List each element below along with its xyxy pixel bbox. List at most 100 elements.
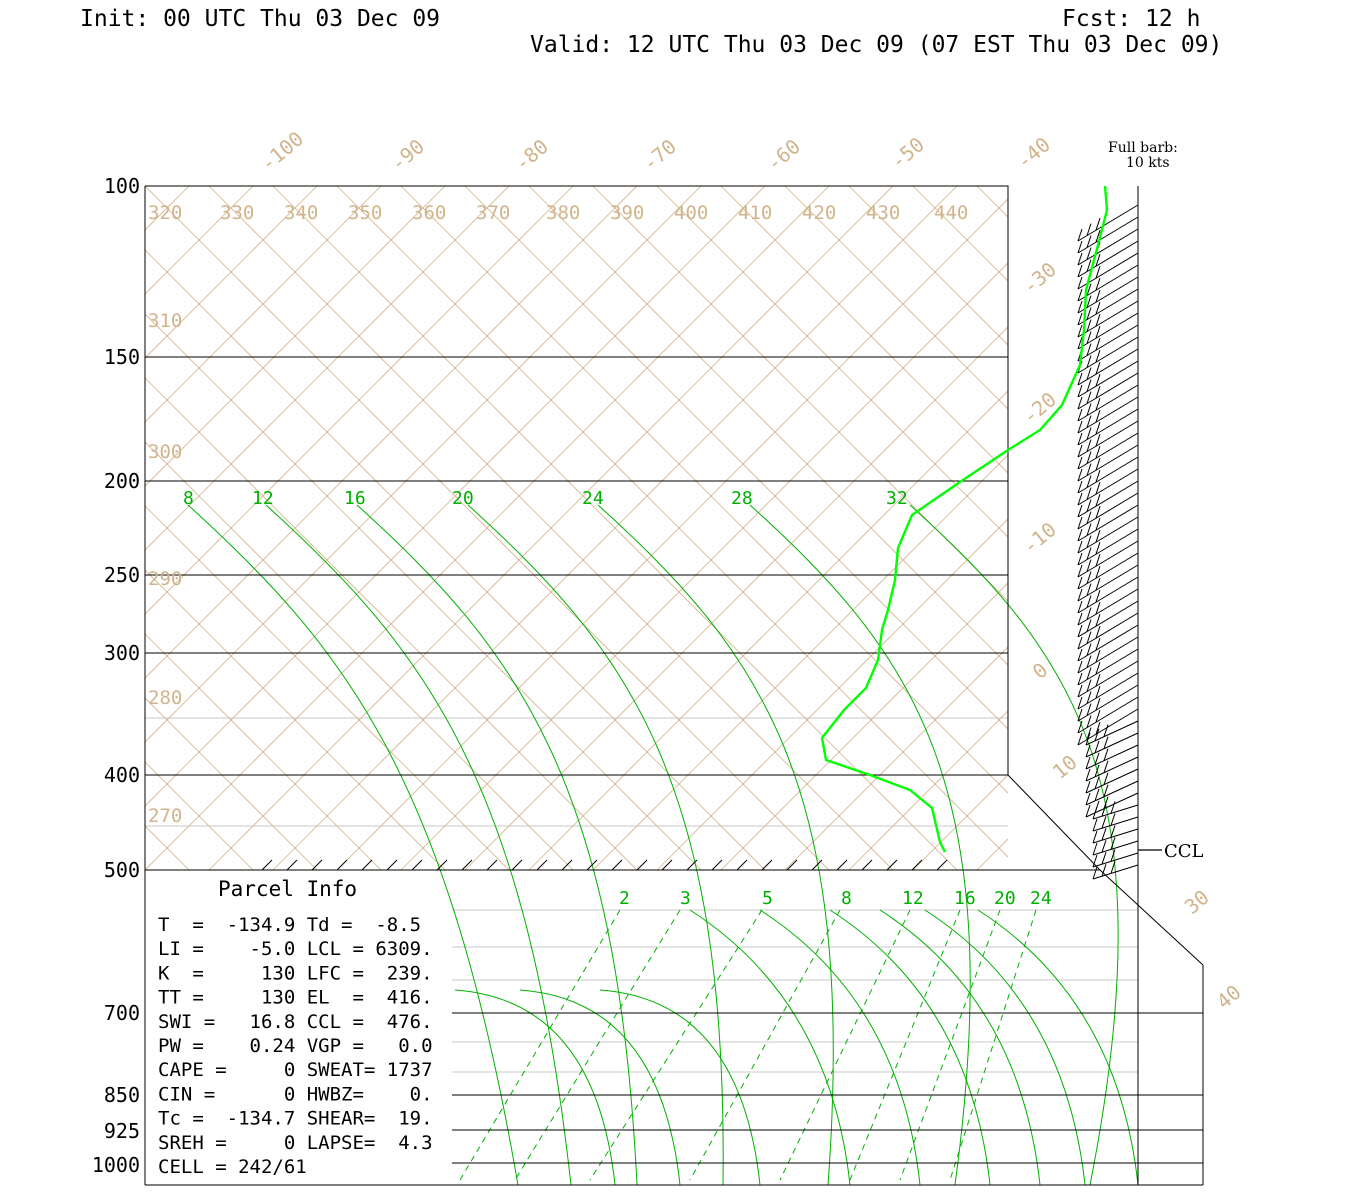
barb-feather	[1095, 566, 1101, 579]
wind-barb	[1092, 849, 1139, 868]
barb-staff	[1085, 720, 1139, 746]
barb-feather	[1077, 456, 1083, 470]
isotherm-line	[145, 186, 574, 615]
barb-feather	[1077, 276, 1083, 290]
moist-adiabat-lower	[519, 989, 681, 1186]
isotherm-line	[0, 170, 77, 870]
wind-barb	[1077, 360, 1139, 398]
wind-barb	[1077, 396, 1139, 434]
temperature-label: 40	[1212, 980, 1246, 1014]
mixing-ratio-layer	[459, 909, 1037, 1181]
hatch-tick	[386, 859, 398, 871]
mixing-ratio-label: 3	[680, 888, 691, 909]
theta-label: 290	[148, 568, 182, 590]
barb-feather	[1095, 446, 1101, 459]
wind-barb	[1085, 780, 1139, 806]
barb-feather	[1086, 619, 1092, 632]
barb-staff	[1077, 276, 1139, 314]
barb-staff	[1077, 528, 1139, 566]
barb-feather	[1077, 720, 1083, 734]
mixing-ratio-line	[589, 909, 763, 1181]
wind-barb	[1077, 432, 1139, 470]
wind-barb	[1077, 276, 1139, 314]
pressure-label: 700	[104, 1001, 140, 1025]
moist-adiabat-curve	[597, 504, 834, 1186]
barb-feather	[1086, 451, 1092, 464]
wind-barb	[1077, 420, 1139, 458]
barb-feather	[1095, 698, 1101, 711]
barb-feather	[1086, 667, 1092, 680]
barb-feather	[1085, 732, 1091, 746]
parcel-info-row: PW = 0.24 VGP = 0.0	[158, 1035, 433, 1057]
barb-staff	[1077, 408, 1139, 446]
barb-staff	[1077, 480, 1139, 518]
barb-feather	[1086, 295, 1092, 308]
barb-staff	[1077, 324, 1139, 362]
barb-feather	[1077, 372, 1083, 386]
barb-feather	[1095, 674, 1101, 687]
mixing-ratio-label: 8	[841, 888, 852, 909]
barb-feather	[1095, 542, 1101, 555]
temperature-label: -20	[1018, 387, 1061, 429]
wind-barb	[1077, 696, 1139, 734]
barb-feather	[1095, 518, 1101, 531]
theta-label: 370	[476, 202, 510, 224]
parcel-info-row: CELL = 242/61	[158, 1156, 307, 1178]
barb-feather	[1085, 756, 1091, 770]
wind-barb	[1077, 444, 1139, 482]
barb-feather	[1110, 837, 1116, 850]
dry-adiabat-line	[0, 186, 77, 886]
barb-feather	[1086, 535, 1092, 548]
barb-feather	[1095, 626, 1101, 639]
barb-feather	[1103, 760, 1109, 773]
barb-feather	[1094, 788, 1100, 802]
barb-staff	[1092, 816, 1139, 832]
barb-feather	[1086, 679, 1092, 692]
dry-adiabat-line	[208, 186, 894, 870]
pressure-label: 100	[104, 174, 140, 198]
barb-feather	[1077, 408, 1083, 422]
wind-barb	[1077, 372, 1139, 410]
barb-staff	[1077, 624, 1139, 662]
barb-feather	[1101, 828, 1107, 841]
barb-feather	[1086, 727, 1092, 740]
theta-label: 350	[348, 202, 382, 224]
barb-staff	[1092, 804, 1139, 820]
barb-staff	[1077, 648, 1139, 686]
barb-feather	[1086, 523, 1092, 536]
isotherm-line	[784, 646, 1008, 870]
barb-feather	[1086, 367, 1092, 380]
barb-feather	[1092, 806, 1098, 820]
barb-feather	[1085, 792, 1091, 806]
barb-feather	[1077, 504, 1083, 518]
light-grid-layer	[145, 717, 1138, 1073]
barb-feather	[1077, 624, 1083, 638]
barb-feather	[1103, 772, 1109, 785]
isotherm-line	[145, 186, 510, 551]
hatch-tick	[286, 859, 298, 871]
wind-barb	[1077, 312, 1139, 350]
barb-feather	[1086, 463, 1092, 476]
moist-adiabat-curve	[467, 504, 724, 1186]
barb-staff	[1077, 492, 1139, 530]
barb-feather	[1086, 559, 1092, 572]
barb-legend-line2: 10 kts	[1126, 155, 1170, 171]
barb-staff	[1077, 600, 1139, 638]
barb-feather	[1095, 314, 1101, 327]
theta-label: 280	[148, 687, 182, 709]
moist-adiabat-label: 12	[252, 488, 274, 509]
barb-feather	[1086, 595, 1092, 608]
barb-feather	[1095, 686, 1101, 699]
barb-staff	[1077, 336, 1139, 374]
moist-adiabat-lower	[879, 909, 1041, 1186]
barb-staff	[1077, 384, 1139, 422]
barb-feather	[1101, 804, 1107, 817]
barb-feather	[1086, 631, 1092, 644]
barb-feather	[1101, 840, 1107, 853]
barb-feather	[1095, 578, 1101, 591]
wind-barb	[1077, 672, 1139, 710]
mixing-ratio-line	[514, 909, 681, 1181]
forecast-hour: Fcst: 12 h	[1062, 6, 1200, 32]
hatch-tick	[811, 859, 823, 871]
barb-feather	[1095, 410, 1101, 423]
